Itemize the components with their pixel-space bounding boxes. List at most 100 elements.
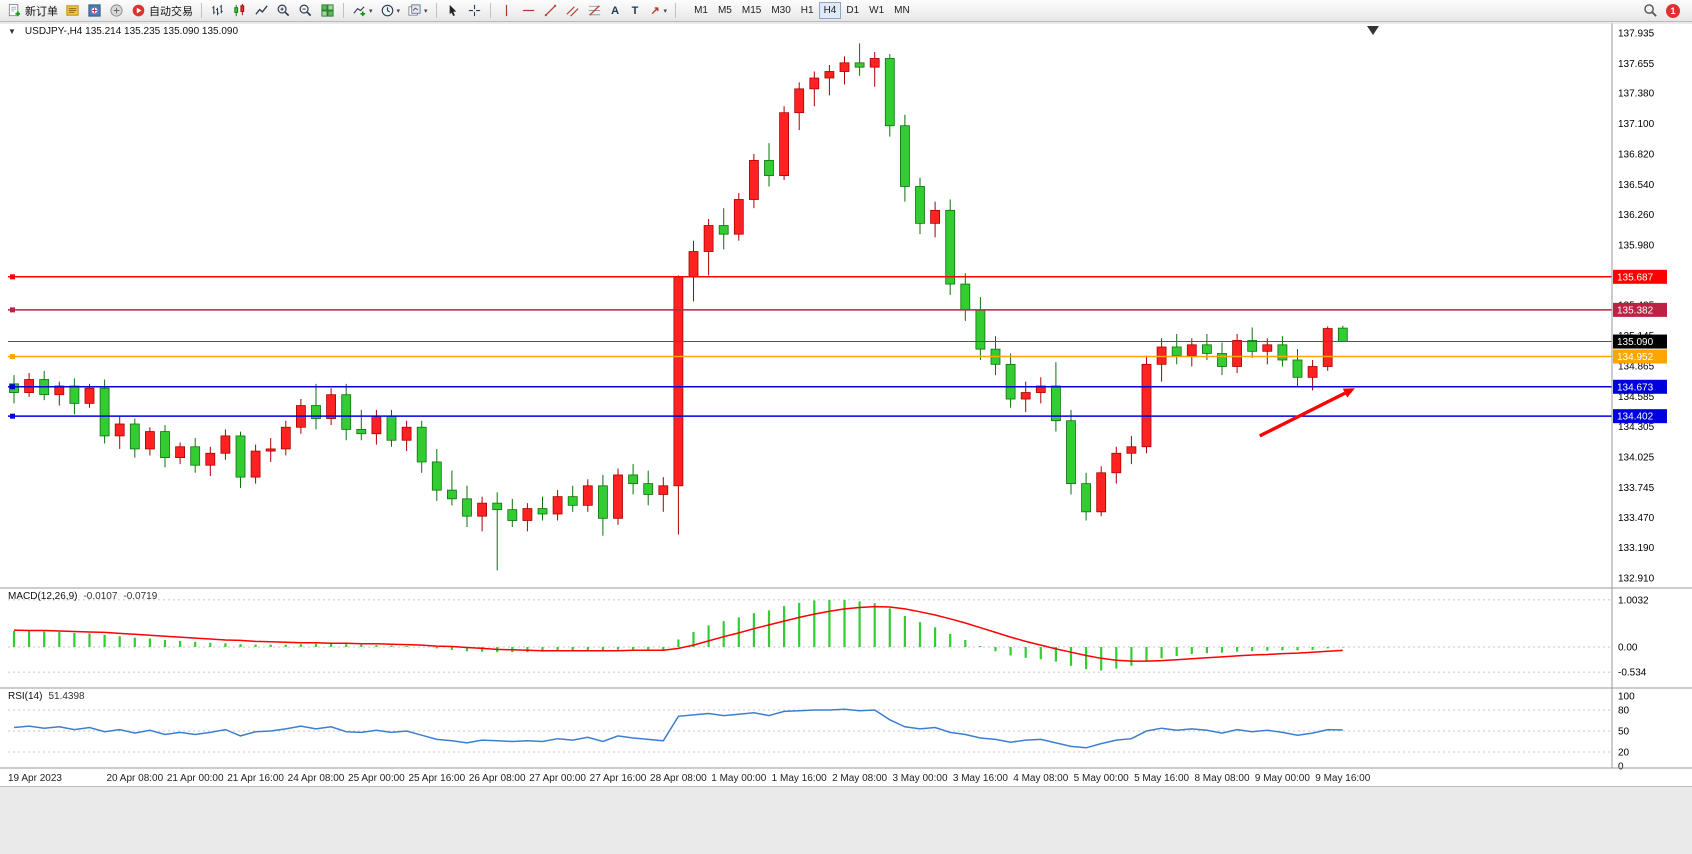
data-window-icon	[110, 4, 123, 17]
fibonacci-button[interactable]	[584, 1, 605, 20]
svg-text:137.100: 137.100	[1618, 119, 1655, 130]
zoom-out-icon	[299, 4, 312, 17]
periods-button[interactable]: ▾	[377, 1, 404, 20]
cursor-button[interactable]	[442, 1, 463, 20]
candlestick-chart-icon	[234, 3, 245, 17]
zoom-in-button[interactable]	[273, 1, 294, 20]
trendline-button[interactable]	[540, 1, 561, 20]
indicators-button[interactable]: ▾	[349, 1, 376, 20]
zoom-in-icon	[277, 4, 290, 17]
svg-text:134.865: 134.865	[1618, 361, 1655, 372]
timeframe-M30[interactable]: M30	[766, 2, 795, 19]
toolbar-separator	[675, 3, 677, 18]
svg-text:80: 80	[1618, 706, 1630, 717]
macd-value-main: -0.0107	[83, 591, 118, 602]
svg-text:25 Apr 00:00: 25 Apr 00:00	[348, 773, 405, 784]
timeframe-W1[interactable]: W1	[864, 2, 889, 19]
svg-text:4 May 08:00: 4 May 08:00	[1013, 773, 1068, 784]
horizontal-lines[interactable]	[8, 274, 1612, 419]
toolbar-separator	[489, 3, 491, 18]
svg-text:21 Apr 00:00: 21 Apr 00:00	[167, 773, 224, 784]
chart-shift-marker	[1367, 26, 1379, 35]
vertical-line-button[interactable]	[496, 1, 517, 20]
svg-text:28 Apr 08:00: 28 Apr 08:00	[650, 773, 707, 784]
svg-text:5 May 16:00: 5 May 16:00	[1134, 773, 1189, 784]
svg-text:134.402: 134.402	[1617, 412, 1654, 423]
toolbar-separator	[435, 3, 437, 18]
zoom-out-button[interactable]	[295, 1, 316, 20]
label-button[interactable]: T	[626, 3, 645, 19]
price-axis[interactable]: 137.935 137.655 137.380 137.100 136.820 136.5…	[1613, 29, 1667, 585]
horizontal-line-button[interactable]	[518, 1, 539, 20]
chevron-down-icon: ▾	[369, 7, 373, 15]
navigator-button[interactable]	[84, 1, 105, 20]
svg-text:135.980: 135.980	[1618, 241, 1655, 252]
new-order-icon	[8, 3, 21, 17]
new-order-button[interactable]: 新订单	[4, 1, 61, 21]
timeframe-MN[interactable]: MN	[889, 2, 915, 19]
timeframe-M1[interactable]: M1	[689, 2, 713, 19]
toolbar: 新订单 自动交易	[0, 0, 1692, 22]
text-icon: A	[611, 4, 620, 17]
timeframe-M15[interactable]: M15	[737, 2, 766, 19]
svg-text:133.470: 133.470	[1618, 513, 1655, 524]
toolbar-right: 1	[1643, 3, 1688, 18]
tile-windows-button[interactable]	[317, 1, 338, 20]
clock-icon	[381, 4, 393, 17]
svg-text:1 May 16:00: 1 May 16:00	[772, 773, 827, 784]
channel-icon	[566, 6, 579, 17]
one-click-trading-toggle[interactable]: ▼	[8, 27, 16, 36]
svg-text:9 May 00:00: 9 May 00:00	[1255, 773, 1310, 784]
svg-text:20: 20	[1618, 748, 1630, 759]
tile-windows-icon	[321, 4, 334, 17]
svg-text:134.585: 134.585	[1618, 392, 1655, 403]
timeframe-H1[interactable]: H1	[796, 2, 819, 19]
indicators-icon	[353, 6, 366, 17]
text-button[interactable]: A	[606, 3, 625, 19]
svg-text:50: 50	[1618, 727, 1630, 738]
templates-button[interactable]: ▾	[404, 1, 431, 20]
candlesticks	[9, 43, 1348, 571]
timeframe-H4[interactable]: H4	[818, 2, 842, 19]
market-watch-icon	[66, 5, 79, 16]
trendline-icon	[544, 4, 556, 17]
pane-separators[interactable]	[0, 22, 1692, 769]
market-watch-button[interactable]	[62, 1, 83, 20]
svg-text:100: 100	[1618, 692, 1635, 703]
channel-button[interactable]	[562, 1, 583, 20]
bar-chart-button[interactable]	[207, 1, 228, 20]
arrow-tools-button[interactable]: ↗ ▾	[646, 2, 671, 19]
svg-text:136.540: 136.540	[1618, 180, 1655, 191]
line-chart-button[interactable]	[251, 1, 272, 20]
svg-text:137.935: 137.935	[1618, 29, 1655, 40]
toolbar-separator	[343, 3, 344, 18]
svg-text:135.382: 135.382	[1617, 305, 1654, 316]
svg-text:27 Apr 00:00: 27 Apr 00:00	[529, 773, 586, 784]
search-icon[interactable]	[1643, 3, 1658, 18]
crosshair-button[interactable]	[464, 1, 485, 20]
svg-text:21 Apr 16:00: 21 Apr 16:00	[227, 773, 284, 784]
timeframe-D1[interactable]: D1	[841, 2, 864, 19]
svg-text:135.090: 135.090	[1617, 337, 1654, 348]
svg-text:1.0032: 1.0032	[1618, 595, 1649, 606]
vertical-line-icon	[505, 4, 507, 17]
arrow-tool-icon: ↗	[650, 5, 660, 17]
autotrade-button[interactable]: 自动交易	[128, 1, 196, 21]
svg-text:134.305: 134.305	[1618, 422, 1655, 433]
autotrade-icon	[132, 4, 145, 17]
svg-text:134.025: 134.025	[1618, 453, 1655, 464]
svg-text:9 May 16:00: 9 May 16:00	[1315, 773, 1370, 784]
time-axis[interactable]: 19 Apr 2023 20 Apr 08:00 21 Apr 00:00 21 Ap…	[8, 773, 1371, 784]
rsi-title: RSI(14)	[8, 691, 43, 702]
data-window-button[interactable]	[106, 1, 127, 20]
notification-badge[interactable]: 1	[1666, 3, 1680, 18]
candlestick-chart-button[interactable]	[229, 1, 250, 20]
navigator-icon	[88, 4, 101, 17]
svg-text:27 Apr 16:00: 27 Apr 16:00	[590, 773, 647, 784]
timeframe-M5[interactable]: M5	[713, 2, 737, 19]
svg-text:5 May 00:00: 5 May 00:00	[1074, 773, 1129, 784]
rsi-pane: 100 80 50 20 0	[8, 692, 1635, 773]
trend-arrow-annotation[interactable]	[1258, 388, 1355, 438]
macd-title: MACD(12,26,9)	[8, 591, 78, 602]
